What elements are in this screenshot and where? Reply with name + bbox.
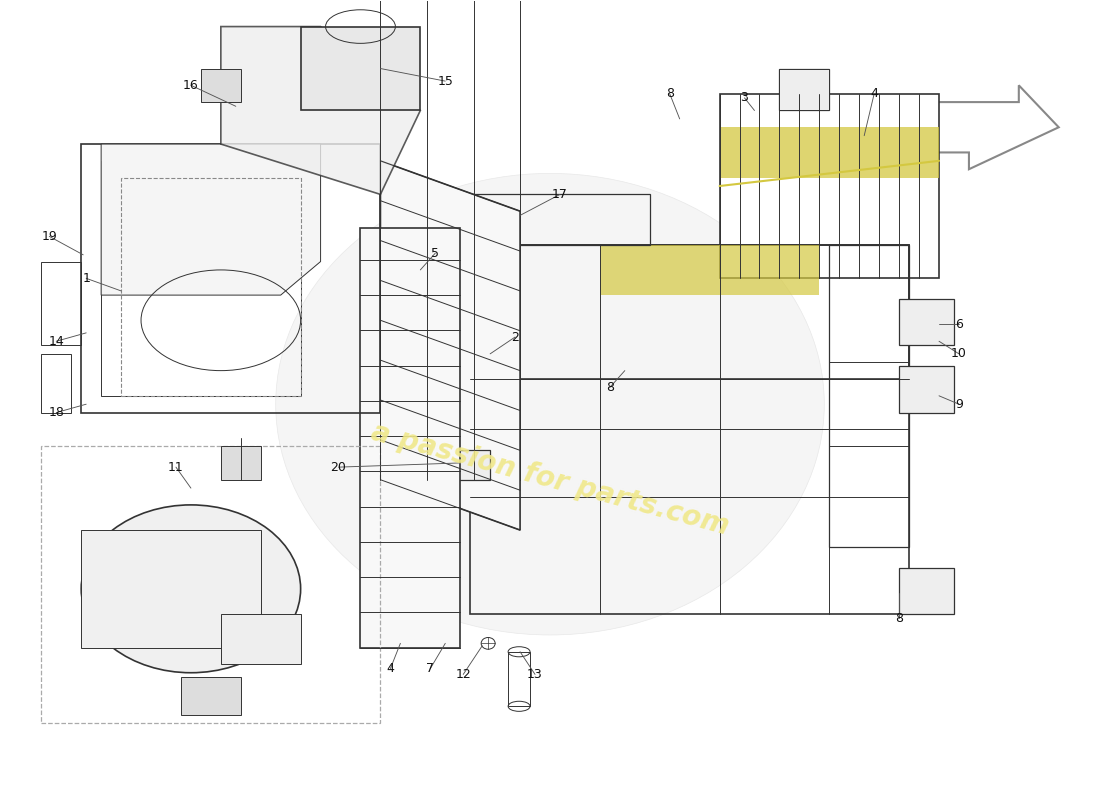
Bar <box>81 530 261 647</box>
Text: 14: 14 <box>48 334 64 348</box>
Text: 6: 6 <box>955 318 962 331</box>
Polygon shape <box>879 86 1058 170</box>
Bar <box>81 144 381 413</box>
Text: 17: 17 <box>552 188 568 201</box>
Ellipse shape <box>276 174 824 635</box>
Text: 4: 4 <box>870 87 878 100</box>
Bar <box>600 245 820 295</box>
Bar <box>780 69 829 110</box>
Text: 13: 13 <box>527 668 543 681</box>
Bar <box>719 127 939 178</box>
Bar <box>470 245 909 379</box>
Bar <box>470 245 909 614</box>
Ellipse shape <box>166 568 216 610</box>
Bar <box>42 446 381 723</box>
Text: 16: 16 <box>183 79 199 92</box>
Text: 11: 11 <box>168 461 184 474</box>
Bar <box>221 446 261 480</box>
Text: 8: 8 <box>895 612 903 625</box>
Text: 19: 19 <box>42 230 57 243</box>
Ellipse shape <box>81 505 300 673</box>
Polygon shape <box>381 161 520 530</box>
Text: 10: 10 <box>952 347 967 360</box>
Bar <box>361 228 460 647</box>
Bar <box>899 366 954 413</box>
Text: 1: 1 <box>82 272 90 285</box>
Bar <box>899 568 954 614</box>
Text: 18: 18 <box>48 406 64 419</box>
Bar <box>899 299 954 346</box>
Bar <box>42 262 81 346</box>
Bar <box>719 94 939 278</box>
Bar <box>300 26 420 110</box>
Text: 9: 9 <box>955 398 962 410</box>
Bar <box>221 614 300 664</box>
Text: 3: 3 <box>740 91 748 104</box>
Bar <box>180 677 241 714</box>
Text: 5: 5 <box>431 246 439 260</box>
Polygon shape <box>101 144 320 295</box>
Bar <box>101 161 300 396</box>
Text: 20: 20 <box>331 461 346 474</box>
Text: 7: 7 <box>427 662 434 675</box>
Text: 8: 8 <box>666 87 673 100</box>
Bar <box>450 450 491 480</box>
Text: 12: 12 <box>455 668 471 681</box>
Bar <box>829 245 909 547</box>
Polygon shape <box>221 26 420 194</box>
Text: 4: 4 <box>386 662 394 675</box>
Text: 2: 2 <box>512 330 519 343</box>
Text: a passion for parts.com: a passion for parts.com <box>367 418 733 541</box>
Bar <box>780 69 829 110</box>
Text: 8: 8 <box>606 381 614 394</box>
Bar <box>508 652 530 706</box>
Bar <box>121 178 300 396</box>
Bar <box>42 354 72 413</box>
Bar <box>201 69 241 102</box>
Text: 15: 15 <box>438 74 453 88</box>
